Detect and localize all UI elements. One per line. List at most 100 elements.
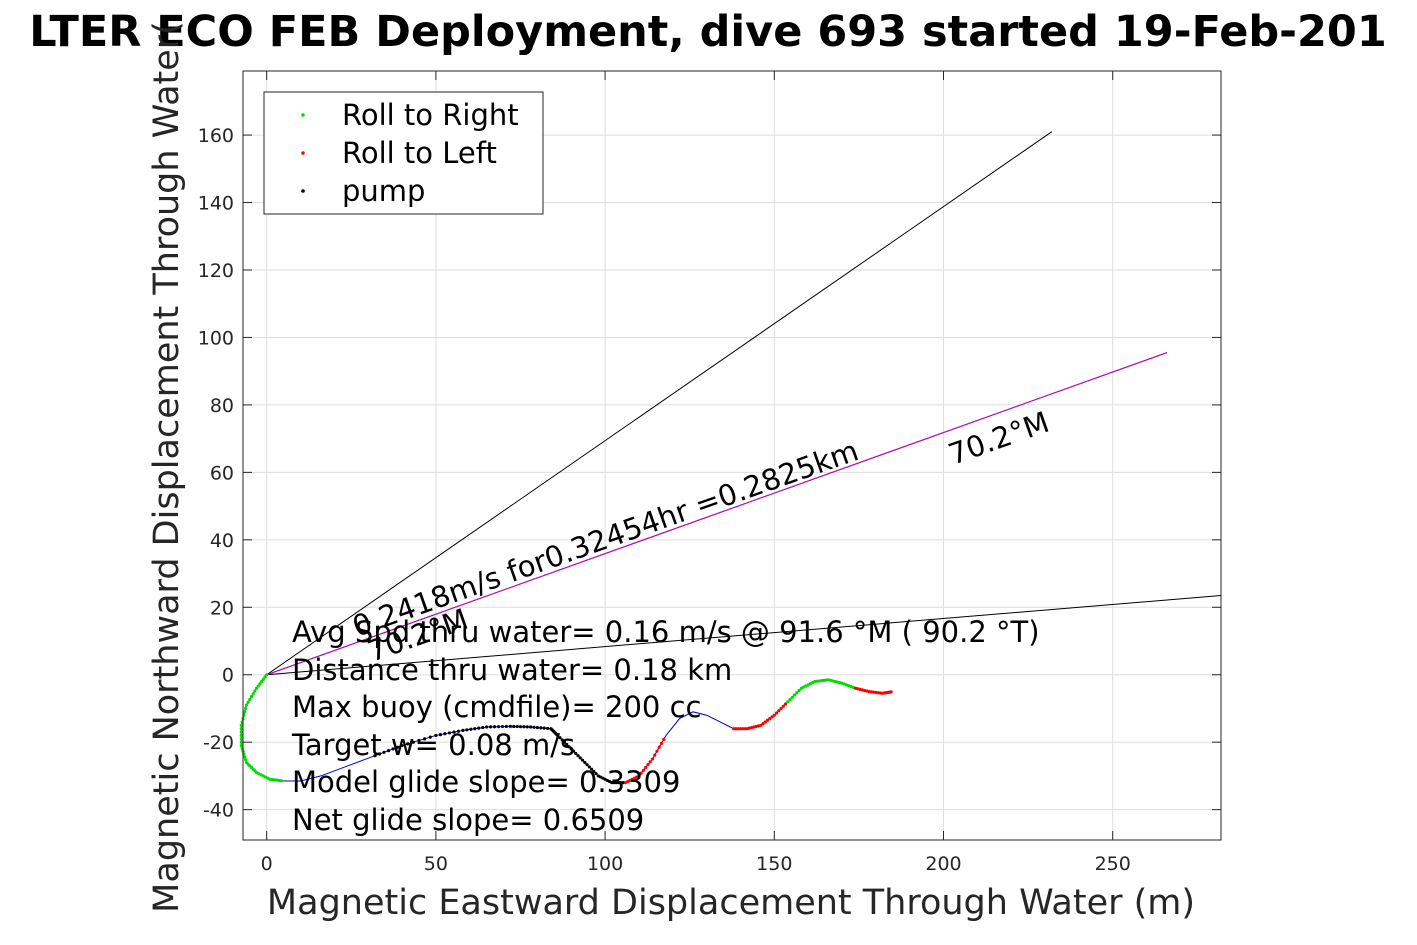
stat-net-glide: Net glide slope= 0.6509 [292,803,644,837]
track-marker [263,675,267,679]
track-marker [779,706,783,711]
track-marker [256,684,260,688]
track-marker [461,728,465,732]
track-marker [889,690,893,694]
track-marker [239,723,243,727]
y-tick-label: 20 [210,597,234,619]
track-marker [465,728,469,732]
track-marker [542,726,546,730]
track-marker [265,673,269,677]
stat-distance: Distance thru water= 0.18 km [292,653,732,687]
track-marker [646,763,650,767]
track-marker [391,747,395,751]
track-marker [239,730,243,734]
track-marker [243,755,247,759]
track-marker [659,741,664,745]
track-marker [443,732,447,736]
track-marker [738,727,743,731]
legend-marker-roll-left [301,151,305,155]
track-marker [243,706,248,711]
track-marker [249,695,254,699]
track-marker [639,771,643,775]
track-marker [774,711,779,715]
track-marker [279,779,283,783]
y-tick-label: 100 [198,327,234,349]
track-marker [239,733,243,738]
track-marker [253,689,257,693]
track-marker [741,727,745,731]
x-tick-label: 50 [424,853,448,875]
track-marker [763,720,767,724]
track-marker [489,725,493,729]
y-tick-label: 140 [198,193,234,215]
track-marker [496,725,501,729]
track-marker [619,781,623,785]
x-tick-label: 150 [756,853,792,875]
track-marker [759,723,763,727]
y-axis-label: Magnetic Northward Displacement Through … [147,21,187,913]
track-marker [469,727,473,731]
reference-line [266,594,1222,676]
track-marker [481,725,485,730]
x-tick-label: 100 [587,853,623,875]
track-marker [260,679,264,684]
track-marker [382,750,386,754]
track-marker [648,760,652,764]
x-tick-label: 0 [261,853,273,875]
x-axis-label: Magnetic Eastward Displacement Through W… [267,883,1195,923]
track-marker [500,724,505,729]
track-marker [637,774,641,778]
track-marker [504,724,508,729]
track-marker [562,740,567,744]
track-marker [529,725,533,729]
track-marker [612,781,616,785]
track-marker [261,677,265,681]
track-marker [243,758,248,762]
track-marker [522,725,526,729]
track-marker [508,724,512,728]
track-marker [239,743,243,748]
track-marker [772,713,776,717]
track-marker [477,726,481,730]
track-marker [653,753,657,757]
track-marker [765,718,770,722]
track-marker [788,697,792,702]
y-tick-label: 80 [210,395,234,417]
y-tick-label: 60 [210,462,234,484]
track-marker [736,727,740,731]
track-marker [251,692,255,696]
y-tick-label: -40 [203,800,234,822]
reference-line [266,352,1168,676]
track-marker [539,726,543,730]
track-marker [456,729,461,733]
track-marker [558,736,562,740]
track-marker [560,738,564,742]
track-marker [589,767,594,771]
track-marker [587,765,591,769]
track-marker [254,686,259,690]
track-marker [571,749,576,753]
track-marker [585,763,589,767]
track-marker [761,722,765,726]
track-marker [565,742,569,747]
track-marker [657,745,661,749]
stats-block: Avg Spd thru water= 0.16 m/s @ 91.6 °M (… [291,615,1040,837]
y-tick-label: -20 [203,732,234,754]
track-marker [485,725,489,729]
legend-marker-pump [301,189,305,193]
y-tick-label: 120 [198,260,234,282]
track-marker [621,781,625,785]
track-marker [239,737,243,741]
track-marker [386,749,391,753]
track-marker [532,725,536,729]
stat-max-buoy: Max buoy (cmdfile)= 200 cc [292,690,701,724]
track-marker [244,703,248,707]
legend: Roll to Right Roll to Left pump [263,91,544,215]
legend-marker-roll-right [301,113,305,117]
y-tick-label: 40 [210,530,234,552]
track-marker [617,781,621,785]
track-marker [777,709,781,713]
track-marker [248,697,252,702]
track-marker [447,731,452,735]
x-tick-label: 200 [925,853,961,875]
